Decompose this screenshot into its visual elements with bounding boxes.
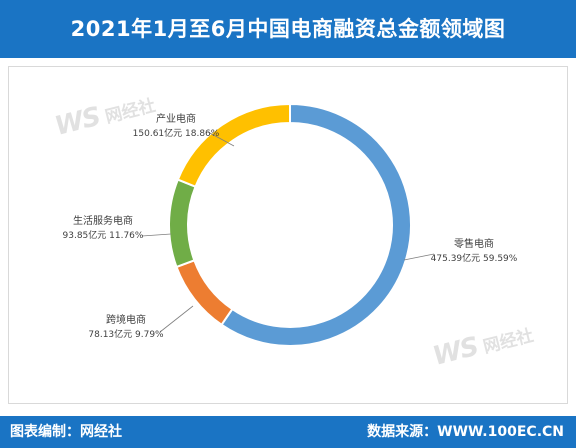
footer-source-value: WWW.100EC.CN (437, 424, 564, 440)
slice-1-label-value: 475.39亿元 59.59% (431, 252, 518, 264)
slice-3-label-name: 生活服务电商 (73, 214, 133, 227)
slice-2-arc (175, 259, 234, 327)
slice-1-arc (220, 102, 412, 347)
footer-bar: 图表编制：网经社 数据来源：WWW.100EC.CN (0, 416, 576, 448)
title-bar: 2021年1月至6月中国电商融资总金额领域图 (0, 0, 576, 58)
footer-source-label: 数据来源： (367, 424, 438, 440)
slice-4-arc (176, 102, 291, 189)
slice-1-leader-line (403, 253, 435, 261)
slice-3-label-value: 93.85亿元 11.76% (63, 229, 144, 241)
footer-credit: 图表编制：网经社 (10, 416, 122, 448)
slice-2-leader-line (159, 305, 194, 333)
slice-1-label-name: 零售电商 (454, 237, 494, 250)
slice-3-leader-line (141, 233, 172, 237)
footer-credit-value: 网经社 (80, 424, 122, 440)
page-title: 2021年1月至6月中国电商融资总金额领域图 (70, 17, 506, 41)
slice-2-label-value: 78.13亿元 9.79% (88, 328, 164, 340)
slice-2-label-name: 跨境电商 (106, 313, 146, 326)
footer-source: 数据来源：WWW.100EC.CN (367, 416, 564, 448)
footer-credit-label: 图表编制： (10, 424, 80, 440)
slice-3-arc (168, 178, 197, 269)
slice-4-label-value: 150.61亿元 18.86% (133, 127, 220, 139)
slice-4-leader-line (207, 131, 235, 147)
slice-4-label-name: 产业电商 (156, 112, 196, 125)
